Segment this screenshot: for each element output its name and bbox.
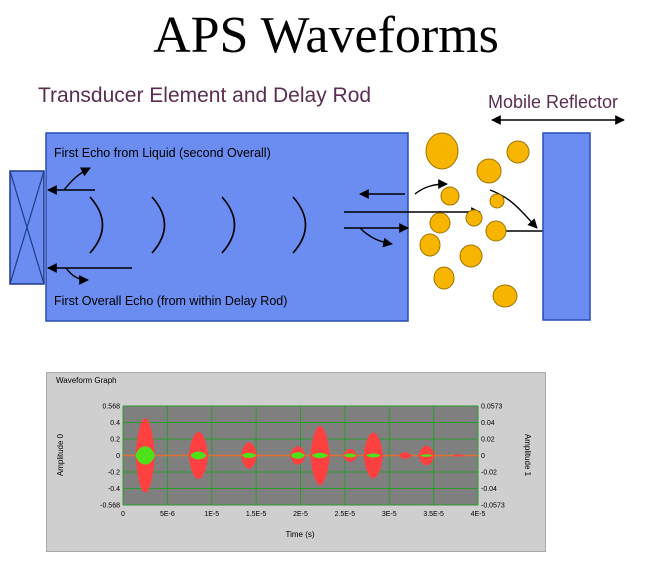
y-left-tick-label: -0.568 — [100, 503, 120, 510]
y-right-tick-label: 0.0573 — [481, 404, 503, 411]
echo-arrows-right — [344, 179, 567, 248]
wavefront — [221, 196, 236, 254]
particle — [419, 233, 441, 257]
y-right-tick-label: 0.02 — [481, 437, 495, 444]
y-left-tick-label: 0 — [116, 453, 120, 460]
amplitude1-burst — [290, 452, 305, 459]
amplitude1-burst — [190, 451, 207, 460]
wavefront — [292, 196, 307, 254]
particle — [433, 266, 455, 290]
y-right-tick-label: -0.04 — [481, 486, 497, 493]
x-tick-label: 1.5E-5 — [246, 511, 267, 518]
waveform-graph-panel: Waveform Graph 0 5E-6 1E-5 1.5E-5 2E-5 2.5E-5… — [46, 372, 546, 552]
y-right-tick-label: -0.0573 — [481, 503, 505, 510]
y-left-tick-label: 0.568 — [102, 404, 120, 411]
y-right-tick-label: 0 — [481, 453, 485, 460]
y-left-tick-label: 0.4 — [110, 420, 120, 427]
particle — [492, 284, 518, 308]
amplitude1-burst — [135, 446, 155, 465]
y-axis-left-label: Amplitude 0 — [56, 433, 65, 476]
particle — [425, 132, 459, 170]
particle — [440, 186, 460, 206]
x-tick-label: 4E-5 — [471, 511, 486, 518]
particle — [465, 209, 483, 227]
y-axis-right-label: Amplitude 1 — [523, 434, 532, 477]
particle — [506, 140, 530, 164]
particle — [429, 212, 451, 234]
transducer-label: Transducer Element and Delay Rod — [38, 84, 372, 107]
particles — [419, 132, 530, 308]
amplitude1-burst — [366, 453, 381, 458]
first-echo-liquid-label: First Echo from Liquid (second Overall) — [54, 146, 271, 160]
wavefront — [151, 196, 166, 254]
y-right-tick-label: -0.02 — [481, 470, 497, 477]
x-tick-label: 2E-5 — [293, 511, 308, 518]
transducer-element — [9, 170, 45, 285]
x-tick-label: 5E-6 — [160, 511, 175, 518]
x-tick-label: 0 — [121, 511, 125, 518]
wavefront — [89, 196, 104, 254]
amplitude0-burst — [399, 452, 412, 459]
mobile-reflector — [542, 132, 591, 321]
particle — [459, 244, 483, 268]
amplitude0-burst — [453, 454, 464, 457]
particle — [485, 220, 507, 242]
y-left-tick-label: -0.4 — [108, 486, 120, 493]
delay-rod — [45, 132, 409, 322]
amplitude1-burst — [241, 452, 257, 459]
wavefronts — [89, 196, 307, 254]
particle — [489, 193, 505, 209]
amplitude1-burst — [420, 454, 433, 457]
y-right-tick-label: 0.04 — [481, 420, 495, 427]
y-left-tick-label: -0.2 — [108, 470, 120, 477]
x-axis-label: Time (s) — [285, 530, 314, 539]
waveform-graph-title: Waveform Graph — [56, 376, 117, 385]
amplitude1-burst — [312, 452, 329, 459]
waveform-chart: 0 5E-6 1E-5 1.5E-5 2E-5 2.5E-5 3E-5 3.5E-5 4E-5 0… — [56, 404, 532, 540]
x-tick-label: 3.5E-5 — [423, 511, 444, 518]
page-title: APS Waveforms — [153, 7, 499, 64]
reflector-label: Mobile Reflector — [488, 92, 619, 112]
x-tick-label: 3E-5 — [382, 511, 397, 518]
transducer-diagram: First Echo from Liquid (second Overall) … — [9, 115, 625, 322]
first-overall-echo-label: First Overall Echo (from within Delay Ro… — [54, 294, 287, 308]
echo-arrows-left — [47, 167, 132, 285]
particle — [476, 158, 502, 184]
x-tick-label: 1E-5 — [204, 511, 219, 518]
y-left-tick-label: 0.2 — [110, 437, 120, 444]
amplitude1-burst — [343, 453, 357, 458]
x-tick-label: 2.5E-5 — [335, 511, 356, 518]
